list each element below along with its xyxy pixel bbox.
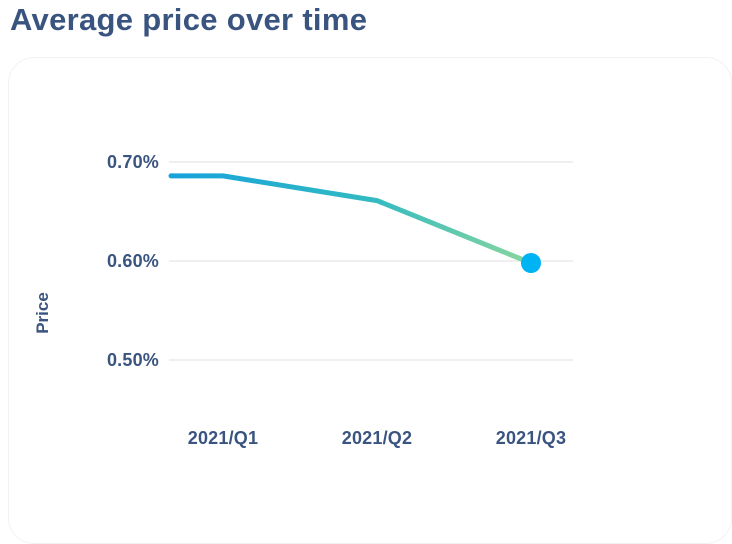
gridline-070 — [169, 161, 573, 163]
x-axis-tick-2021-q2: 2021/Q2 — [341, 428, 413, 448]
chart-card: 0.70% 0.60% 0.50% Price 2021/Q1 2021/Q2 … — [8, 57, 732, 544]
gridline-060 — [169, 260, 573, 262]
price-line — [168, 173, 534, 266]
y-axis-tick-070: 0.70% — [106, 152, 159, 172]
y-axis-tick-060: 0.60% — [106, 251, 159, 271]
x-axis-tick-2021-q1: 2021/Q1 — [187, 428, 259, 448]
data-point-dot[interactable] — [521, 253, 541, 273]
gridline-050 — [169, 359, 573, 361]
y-axis-tick-050: 0.50% — [106, 350, 159, 370]
x-axis-tick-2021-q3: 2021/Q3 — [495, 428, 567, 448]
page-title: Average price over time — [10, 2, 368, 37]
price-line-plot — [168, 173, 541, 273]
